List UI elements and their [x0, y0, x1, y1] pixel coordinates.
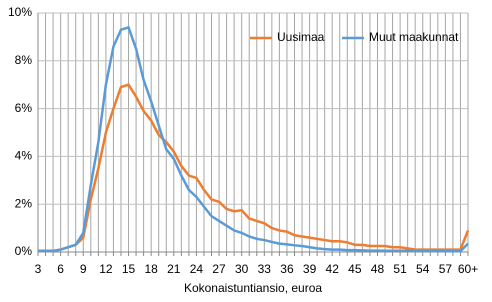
x-tick-label: 42: [326, 262, 340, 276]
x-tick-label: 21: [167, 262, 181, 276]
x-tick-label: 54: [416, 262, 430, 276]
x-tick-label: 18: [144, 262, 158, 276]
x-tick-label: 30: [235, 262, 249, 276]
x-tick-label: 45: [348, 262, 362, 276]
x-tick-label: 24: [190, 262, 204, 276]
x-tick-label: 12: [99, 262, 113, 276]
x-tick-label: 6: [57, 262, 64, 276]
y-tick-label: 0%: [15, 244, 33, 258]
x-axis-title: Kokonaistuntiansio, euroa: [184, 281, 322, 295]
x-tick-label: 51: [393, 262, 407, 276]
y-tick-label: 2%: [15, 196, 33, 210]
legend-label: Muut maakunnat: [369, 30, 459, 44]
x-tick-label: 27: [212, 262, 226, 276]
x-tick-label: 15: [122, 262, 136, 276]
x-tick-label: 48: [371, 262, 385, 276]
line-series: [38, 26, 469, 253]
y-tick-label: 6%: [15, 101, 33, 115]
x-tick-label: 36: [280, 262, 294, 276]
line-series: [38, 83, 470, 253]
x-tick-label: 60+: [458, 262, 478, 276]
y-tick-label: 8%: [15, 53, 33, 67]
x-tick-label: 57: [439, 262, 453, 276]
x-tick-label: 33: [258, 262, 272, 276]
y-tick-label: 10%: [8, 5, 32, 19]
x-tick-label: 9: [80, 262, 87, 276]
x-tick-label: 39: [303, 262, 317, 276]
legend-label: Uusimaa: [277, 30, 325, 44]
y-tick-label: 4%: [15, 149, 33, 163]
x-tick-label: 3: [35, 262, 42, 276]
